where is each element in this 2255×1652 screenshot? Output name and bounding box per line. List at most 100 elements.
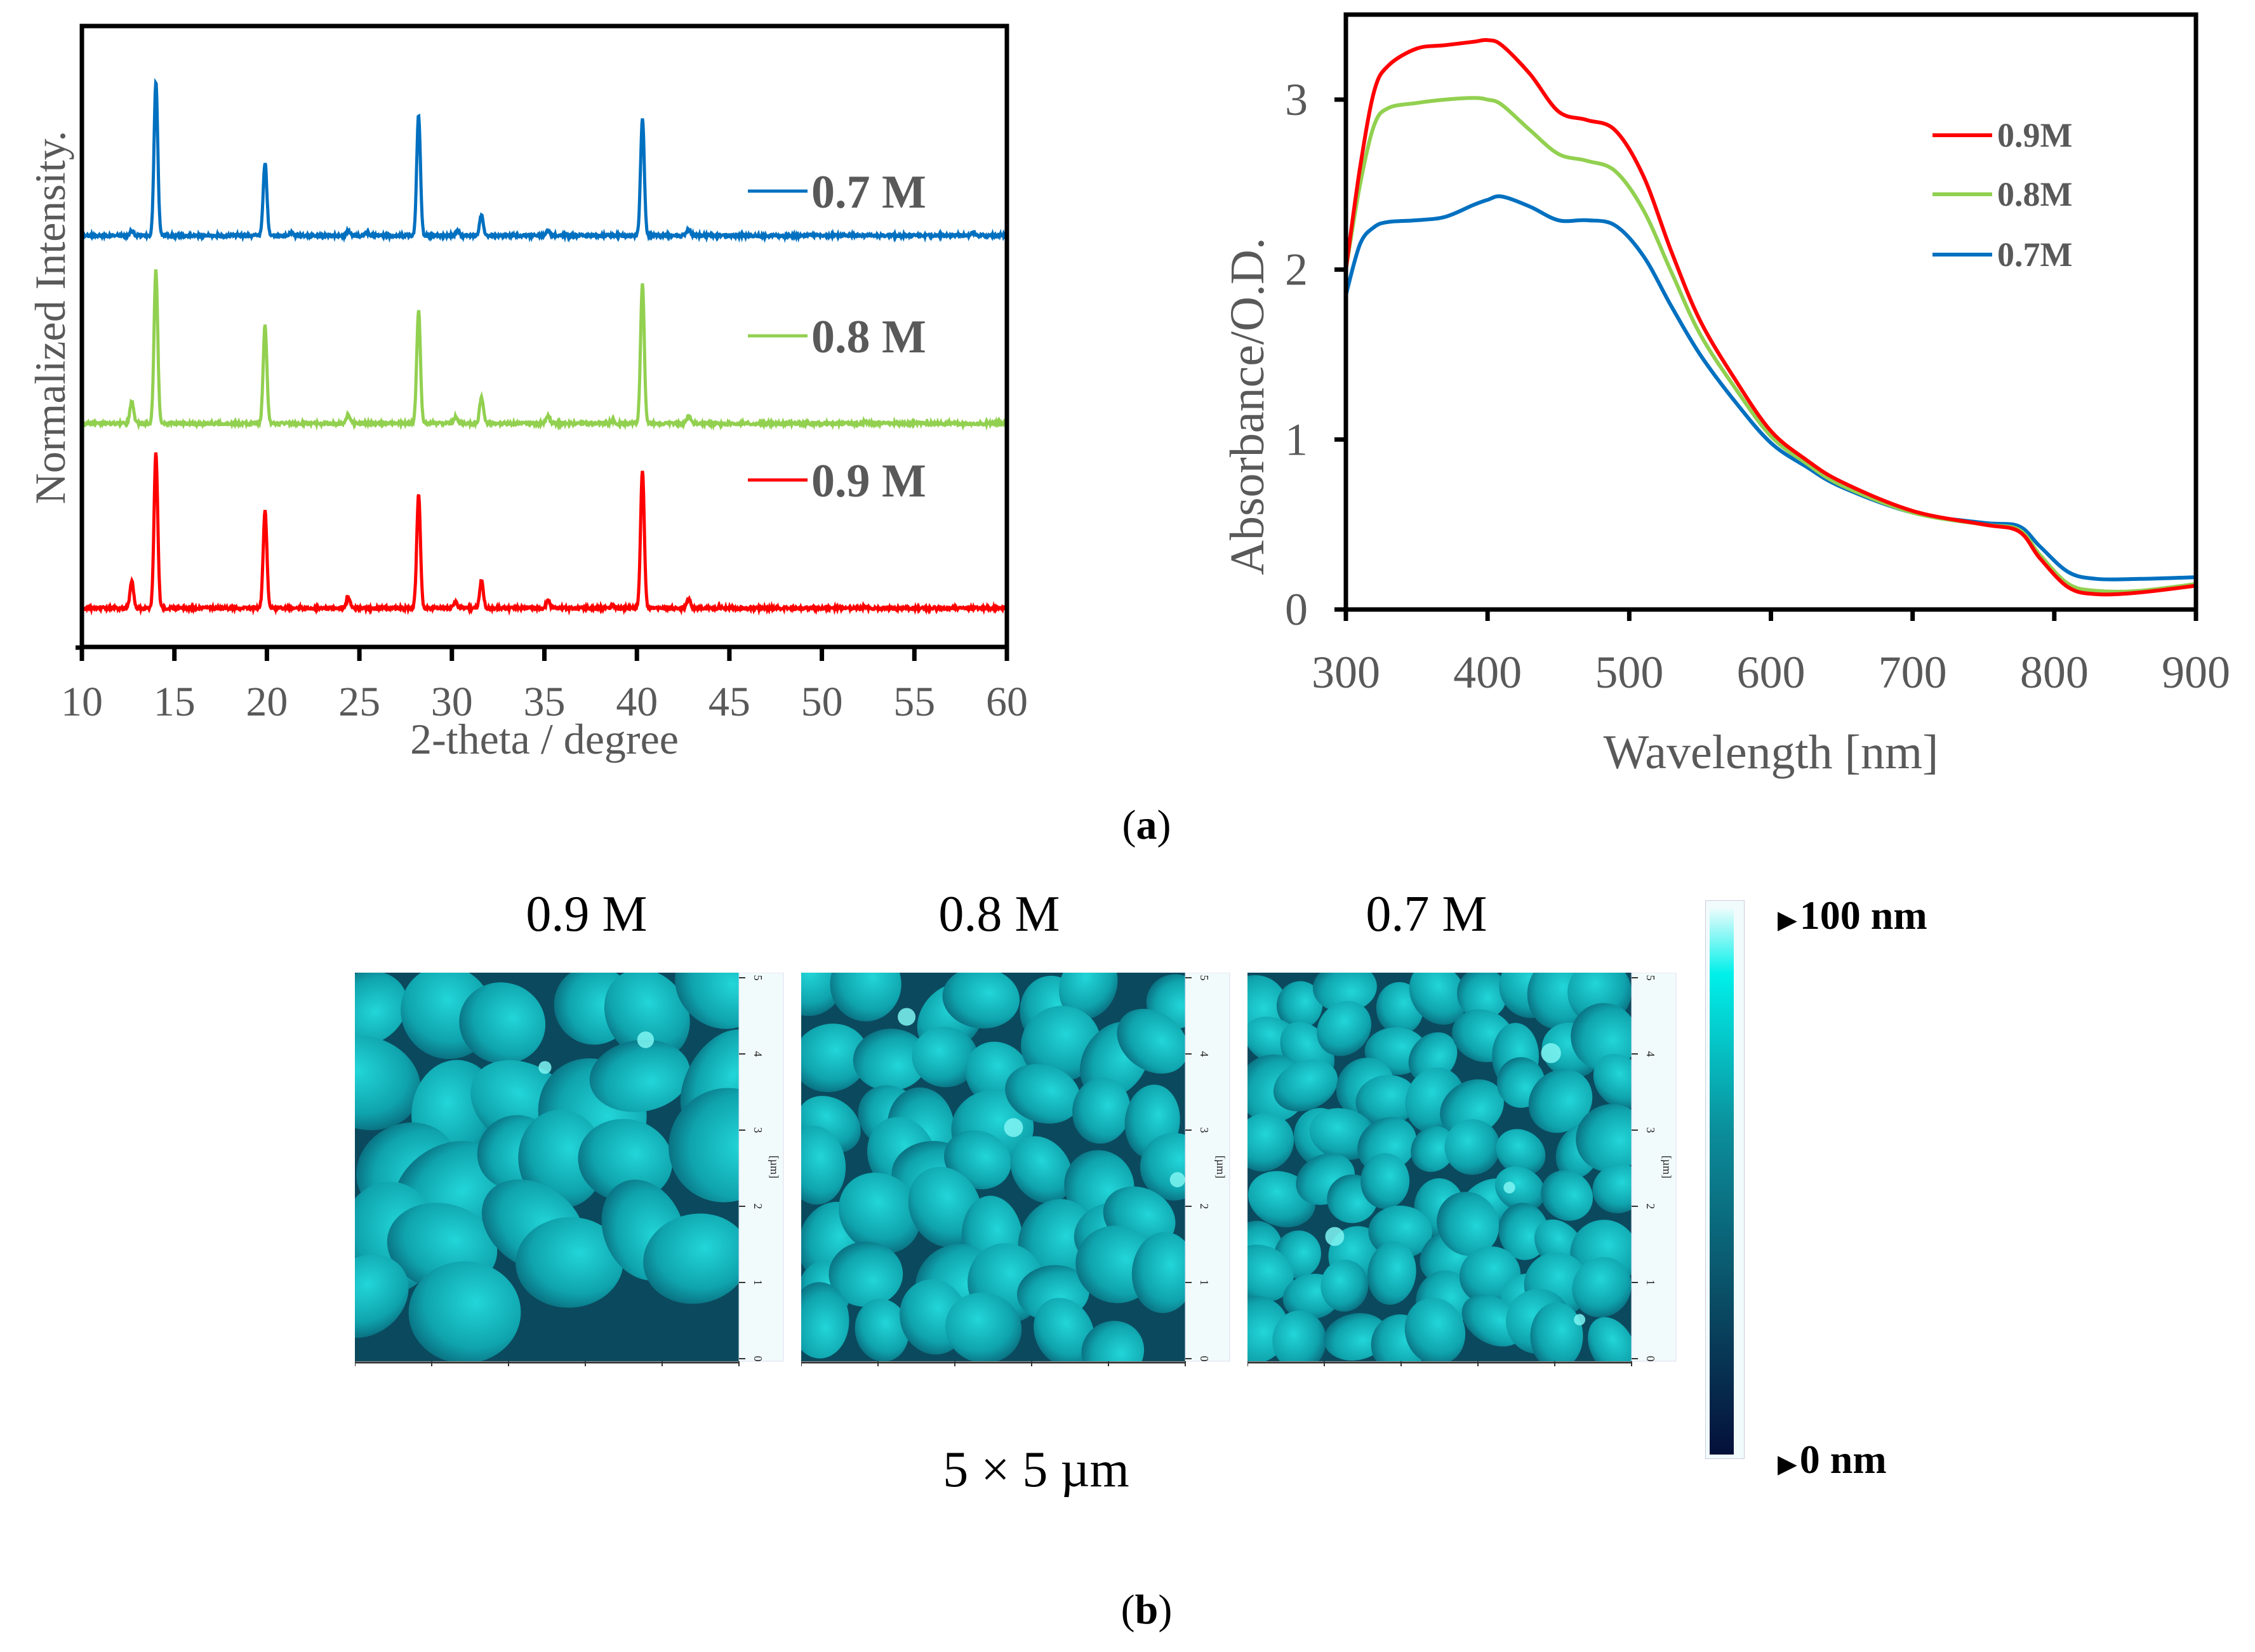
afm-grain xyxy=(1593,1053,1632,1109)
afm-axis-unit: [µm] xyxy=(1661,1156,1673,1178)
afm-y-tick-label: 5 xyxy=(752,975,764,981)
afm-grain xyxy=(1072,1077,1131,1144)
afm-grain xyxy=(855,1298,909,1361)
afm-surface xyxy=(355,973,739,1361)
uv-x-tick-label: 800 xyxy=(2020,647,2089,698)
afm-title-0.8M: 0.8 M xyxy=(938,886,1060,942)
afm-y-tick-label: 4 xyxy=(1644,1051,1657,1057)
afm-grain xyxy=(1276,981,1323,1029)
afm-grain xyxy=(578,1119,673,1202)
afm-grain xyxy=(355,973,408,1047)
afm-y-tick-label: 3 xyxy=(752,1128,764,1133)
afm-axis-unit: [µm] xyxy=(768,1156,781,1178)
afm-grain xyxy=(1131,1232,1185,1314)
absorbance-chart: 300 400 500 600 700 800 900 0 1 2 3 Wavelength [nm]… xyxy=(1221,12,2230,779)
afm-y-tick-label: 3 xyxy=(1198,1128,1211,1133)
afm-grain xyxy=(1437,1192,1500,1256)
xrd-x-tick-label: 10 xyxy=(61,679,103,725)
xrd-series-0.8M xyxy=(81,269,1008,431)
afm-grain xyxy=(942,973,1020,1029)
afm-grain xyxy=(1541,1170,1593,1221)
afm-grain xyxy=(1444,1119,1500,1175)
afm-grain xyxy=(801,973,844,1016)
afm-y-tick-label: 2 xyxy=(752,1204,764,1209)
afm-grain xyxy=(801,1126,846,1205)
afm-grain xyxy=(459,982,546,1064)
uv-legend-label: 0.7M xyxy=(1997,236,2072,274)
uv-legend-label: 0.9M xyxy=(1997,116,2072,154)
colorbar-min-label: ▶0 nm xyxy=(1778,1437,1887,1482)
afm-grain xyxy=(1576,1103,1632,1172)
afm-grain xyxy=(604,973,690,1060)
xrd-x-tick-label: 25 xyxy=(338,679,380,725)
afm-grain xyxy=(1312,973,1377,1013)
xrd-x-tick-label: 30 xyxy=(431,679,473,725)
afm-grain xyxy=(1588,1317,1632,1361)
xrd-x-tick-label: 60 xyxy=(986,679,1028,725)
xrd-x-tick-label: 15 xyxy=(154,679,196,725)
afm-y-tick-label: 0 xyxy=(1644,1356,1657,1362)
afm-bright-spot xyxy=(1503,1182,1515,1194)
xrd-x-tick-label: 55 xyxy=(893,679,935,725)
scan-size-label: 5 × 5 µm xyxy=(943,1442,1129,1498)
afm-grain xyxy=(1409,973,1467,1025)
afm-y-tick-label: 1 xyxy=(1198,1280,1211,1286)
afm-grain xyxy=(1273,1059,1338,1112)
xrd-x-tick-label: 20 xyxy=(246,679,288,725)
afm-grain xyxy=(1272,1310,1327,1361)
afm-grain xyxy=(1411,1126,1456,1172)
afm-y-tick-label: 1 xyxy=(752,1280,764,1286)
uv-y-tick-label: 1 xyxy=(1285,414,1308,465)
afm-grain xyxy=(1367,1241,1416,1305)
xrd-legend-label: 0.8 M xyxy=(811,311,926,363)
afm-title-0.7M: 0.7 M xyxy=(1366,886,1487,942)
uv-plot-frame xyxy=(1343,12,2198,612)
afm-grain xyxy=(1059,973,1118,1020)
afm-grain xyxy=(1571,1003,1632,1070)
afm-y-tick-label: 5 xyxy=(1198,975,1211,981)
afm-y-tick-label: 5 xyxy=(1644,975,1657,981)
afm-y-tick-label: 2 xyxy=(1198,1204,1211,1209)
afm-bright-spot xyxy=(637,1031,655,1048)
afm-grain xyxy=(589,1039,691,1112)
xrd-x-tick-label: 50 xyxy=(801,679,843,725)
afm-bright-spot xyxy=(1004,1118,1023,1137)
uv-x-tick-label: 500 xyxy=(1595,647,1663,698)
afm-grain xyxy=(1360,1153,1410,1209)
afm-bright-spot xyxy=(1574,1314,1586,1326)
afm-grain xyxy=(1320,1260,1369,1312)
uv-series-0.8M xyxy=(1344,96,2197,594)
afm-grain xyxy=(1247,1113,1294,1172)
afm-grain xyxy=(1010,1136,1073,1204)
xrd-x-tick-label: 35 xyxy=(524,679,566,725)
uv-y-tick-label: 3 xyxy=(1285,74,1308,125)
afm-grain xyxy=(1404,1298,1466,1361)
afm-grain xyxy=(1592,1164,1632,1213)
uv-x-tick-label: 900 xyxy=(2162,647,2230,698)
uv-x-tick-label: 600 xyxy=(1737,647,1806,698)
xrd-series-0.9M xyxy=(81,452,1008,616)
afm-grain xyxy=(1034,1298,1095,1361)
uv-x-tick-label: 700 xyxy=(1879,647,1947,698)
uv-x-axis-title: Wavelength [nm] xyxy=(1604,726,1939,779)
afm-image-0.8M: 0 1 2 3 4 5 [µm] xyxy=(801,973,1230,1366)
panel-a-caption: (a) xyxy=(1122,802,1171,848)
colorbar-max-label: ▶100 nm xyxy=(1778,893,1927,938)
afm-grain xyxy=(830,973,901,1022)
afm-y-tick-label: 2 xyxy=(1644,1204,1657,1209)
afm-y-tick-label: 4 xyxy=(1198,1051,1211,1057)
afm-grain xyxy=(1005,1063,1081,1124)
afm-grain xyxy=(801,1282,849,1359)
afm-bright-spot xyxy=(1169,1172,1185,1188)
xrd-chart: 10 15 20 25 30 35 40 45 50 55 60 2-theta / degree No… xyxy=(26,23,1028,763)
xrd-legend-label: 0.7 M xyxy=(811,166,926,218)
afm-grain xyxy=(1440,1079,1504,1137)
afm-grain xyxy=(1496,1129,1546,1176)
afm-grain xyxy=(912,1027,978,1088)
uv-legend-label: 0.8M xyxy=(1997,175,2072,213)
afm-grain xyxy=(1117,1008,1185,1074)
afm-grain xyxy=(1530,1302,1583,1361)
afm-grain xyxy=(1140,1133,1185,1201)
xrd-series-0.7M xyxy=(80,77,1008,243)
xrd-y-axis-title: Normalized Intensity. xyxy=(26,131,74,505)
